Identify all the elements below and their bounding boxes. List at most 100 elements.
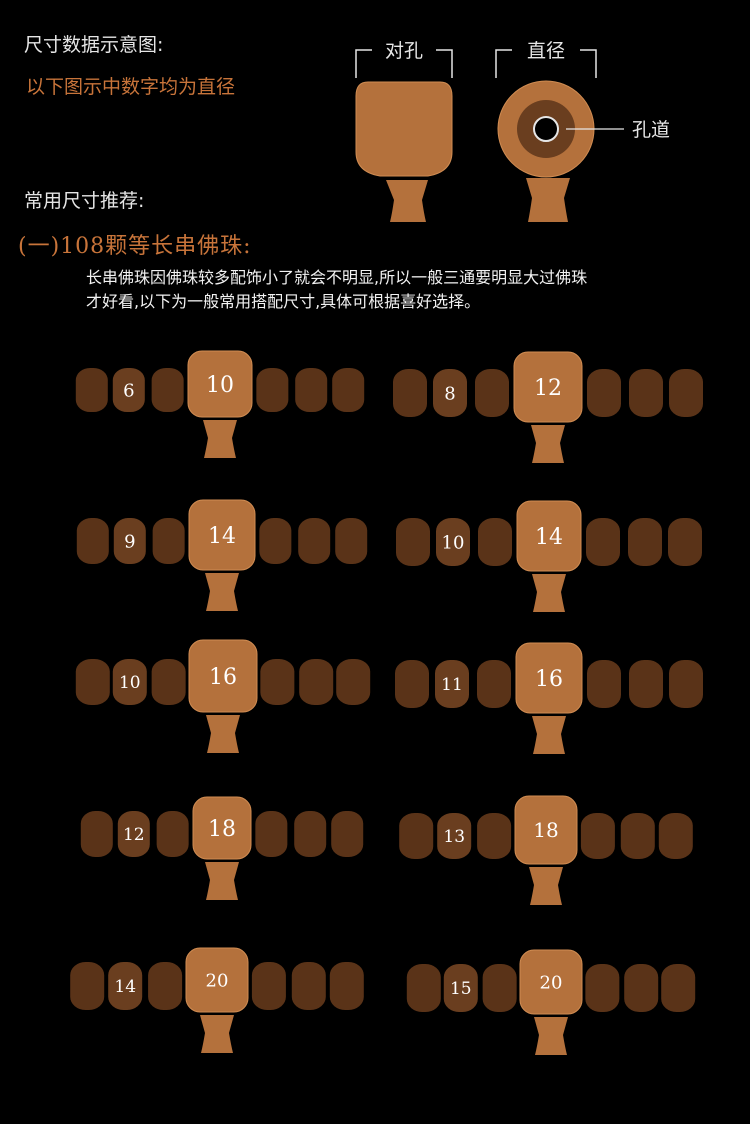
stem-tower <box>532 574 566 612</box>
small-bead <box>399 813 434 859</box>
guru-bead <box>187 350 253 418</box>
diameter-stem <box>526 178 570 222</box>
recommend-title: 常用尺寸推荐: <box>24 190 145 212</box>
small-bead <box>669 660 703 708</box>
small-bead <box>256 368 289 412</box>
small-bead <box>299 659 334 705</box>
diameter-label: 直径 <box>527 40 565 62</box>
small-bead <box>585 964 620 1012</box>
labeled-small-bead <box>437 813 472 859</box>
small-bead <box>75 368 108 412</box>
bead-combo: 10 14 <box>396 500 702 612</box>
small-bead <box>580 813 615 859</box>
small-bead-size-label: 10 <box>442 532 465 553</box>
stem-tower <box>534 1017 568 1055</box>
size-diagram-title: 尺寸数据示意图: <box>24 34 164 56</box>
stem-tower <box>531 425 565 463</box>
small-bead <box>586 518 620 566</box>
side-hole-label: 对孔 <box>385 40 423 62</box>
stem-tower <box>206 715 240 753</box>
small-bead <box>478 518 512 566</box>
guru-bead-size-label: 16 <box>535 667 563 692</box>
small-bead <box>658 813 693 859</box>
stem-tower <box>532 716 566 754</box>
stem-tower <box>529 867 563 905</box>
stem-tower <box>200 1015 234 1053</box>
small-bead <box>477 660 511 708</box>
small-bead <box>148 962 183 1010</box>
small-bead <box>336 659 371 705</box>
small-bead <box>255 811 288 857</box>
section-description-line1: 长串佛珠因佛珠较多配饰小了就会不明显,所以一般三通要明显大过佛珠 <box>86 268 588 287</box>
legend-diameter-diagram: 直径 孔道 <box>495 40 670 222</box>
bead-combo: 15 20 <box>406 949 696 1055</box>
side-hole-bracket <box>355 49 453 78</box>
side-hole-bead <box>355 81 453 177</box>
diameter-note: 以下图示中数字均为直径 <box>26 76 236 98</box>
labeled-small-bead <box>113 518 146 564</box>
labeled-small-bead <box>117 811 150 857</box>
guru-bead-size-label: 20 <box>206 970 229 991</box>
small-bead <box>75 659 110 705</box>
guru-bead <box>185 947 249 1013</box>
small-bead-size-label: 13 <box>443 827 465 847</box>
bead-combo: 14 20 <box>70 947 364 1053</box>
guru-bead-size-label: 10 <box>206 373 234 398</box>
guru-bead-size-label: 12 <box>534 376 562 401</box>
bead-combo: 10 16 <box>75 639 371 753</box>
small-bead <box>624 964 659 1012</box>
bead-combo: 11 16 <box>395 642 703 754</box>
legend-side-hole-diagram: 对孔 <box>355 40 453 222</box>
guru-bead <box>192 796 252 860</box>
small-bead <box>393 369 427 417</box>
small-bead <box>335 518 368 564</box>
stem-tower <box>205 573 239 611</box>
bead-combo: 9 14 <box>76 499 368 611</box>
guru-bead <box>514 795 578 865</box>
labeled-small-bead <box>436 518 470 566</box>
section-description-line2: 才好看,以下为一般常用搭配尺寸,具体可根据喜好选择。 <box>86 292 481 311</box>
small-bead <box>260 659 295 705</box>
guru-bead <box>515 642 583 714</box>
small-bead <box>628 518 662 566</box>
section-heading: (一)108颗等长串佛珠: <box>18 234 252 259</box>
small-bead <box>620 813 655 859</box>
small-bead <box>291 962 326 1010</box>
small-bead <box>669 369 703 417</box>
labeled-small-bead <box>435 660 469 708</box>
small-bead <box>151 659 186 705</box>
labeled-small-bead <box>108 962 143 1010</box>
small-bead <box>329 962 364 1010</box>
side-hole-stem <box>386 180 428 222</box>
small-bead <box>298 518 331 564</box>
small-bead <box>668 518 702 566</box>
guru-bead <box>188 499 256 571</box>
small-bead <box>152 518 185 564</box>
small-bead-size-label: 9 <box>124 531 135 552</box>
small-bead <box>70 962 105 1010</box>
guru-bead <box>519 949 583 1015</box>
small-bead-size-label: 12 <box>123 825 145 845</box>
guru-bead <box>513 351 583 423</box>
guru-bead-size-label: 18 <box>208 817 236 842</box>
small-bead <box>396 518 430 566</box>
small-bead-size-label: 8 <box>444 383 455 404</box>
small-bead <box>332 368 365 412</box>
small-bead <box>395 660 429 708</box>
small-bead <box>587 660 621 708</box>
labeled-small-bead <box>112 368 145 412</box>
stem-tower <box>203 420 237 458</box>
bore-label: 孔道 <box>632 119 670 141</box>
small-bead-size-label: 14 <box>114 977 136 997</box>
small-bead <box>259 518 292 564</box>
guru-bead-size-label: 14 <box>208 524 236 549</box>
bead-combo: 13 18 <box>399 795 693 905</box>
small-bead <box>629 369 663 417</box>
small-bead <box>475 369 509 417</box>
guru-bead-size-label: 20 <box>540 972 563 993</box>
small-bead <box>482 964 517 1012</box>
guru-bead-size-label: 14 <box>535 525 563 550</box>
bead-combo: 8 12 <box>393 351 703 463</box>
